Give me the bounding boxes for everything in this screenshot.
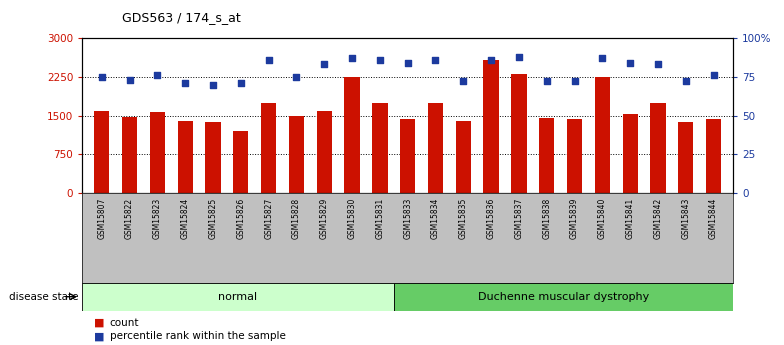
Text: GSM15826: GSM15826 [236,198,245,239]
Point [151,72,164,78]
Bar [394,283,733,310]
Text: GSM15829: GSM15829 [320,198,328,239]
Text: ■: ■ [94,332,104,341]
Bar [94,111,110,193]
Bar [150,112,165,193]
Point [401,60,414,66]
Text: GSM15835: GSM15835 [459,198,468,239]
Point [234,80,247,86]
Text: GSM15807: GSM15807 [97,198,107,239]
Bar [177,121,193,193]
Text: GSM15828: GSM15828 [292,198,301,239]
Text: GDS563 / 174_s_at: GDS563 / 174_s_at [122,11,240,24]
Text: GSM15844: GSM15844 [709,198,718,239]
Bar [567,119,583,193]
Point [429,57,441,62]
Bar [122,117,137,193]
Text: GSM15822: GSM15822 [125,198,134,239]
Point [123,77,136,82]
Bar [484,60,499,193]
Text: Duchenne muscular dystrophy: Duchenne muscular dystrophy [477,292,649,302]
Bar [82,283,394,310]
Text: percentile rank within the sample: percentile rank within the sample [110,332,285,341]
Point [374,57,387,62]
Point [346,55,358,61]
Text: GSM15831: GSM15831 [376,198,384,239]
Text: ■: ■ [94,318,104,327]
Point [485,57,497,62]
Bar [205,122,220,193]
Bar [317,111,332,193]
Point [318,61,331,67]
Point [596,55,608,61]
Bar [372,102,387,193]
Bar [400,119,416,193]
Bar [678,122,693,193]
Point [290,74,303,79]
Text: GSM15833: GSM15833 [403,198,412,239]
Bar [233,131,249,193]
Point [624,60,637,66]
Text: disease state: disease state [9,292,78,302]
Point [540,79,553,84]
Point [457,79,470,84]
Point [96,74,108,79]
Point [652,61,664,67]
Bar [706,119,721,193]
Point [179,80,191,86]
Bar [650,102,666,193]
Bar [511,74,527,193]
Text: GSM15838: GSM15838 [543,198,551,239]
Point [568,79,581,84]
Point [207,82,220,87]
Bar [622,114,638,193]
Text: GSM15823: GSM15823 [153,198,162,239]
Point [513,54,525,59]
Text: GSM15840: GSM15840 [598,198,607,239]
Bar [539,118,554,193]
Point [707,72,720,78]
Bar [261,102,276,193]
Text: GSM15825: GSM15825 [209,198,217,239]
Text: GSM15836: GSM15836 [487,198,495,239]
Bar [344,77,360,193]
Text: GSM15824: GSM15824 [180,198,190,239]
Text: GSM15827: GSM15827 [264,198,273,239]
Text: GSM15834: GSM15834 [431,198,440,239]
Text: GSM15842: GSM15842 [653,198,662,239]
Bar [595,77,610,193]
Text: GSM15843: GSM15843 [681,198,690,239]
Bar [289,116,304,193]
Text: GSM15837: GSM15837 [514,198,524,239]
Bar [456,121,471,193]
Text: GSM15839: GSM15839 [570,198,579,239]
Point [263,57,275,62]
Bar [428,102,443,193]
Text: count: count [110,318,140,327]
Text: GSM15841: GSM15841 [626,198,635,239]
Text: GSM15830: GSM15830 [347,198,357,239]
Text: normal: normal [219,292,257,302]
Point [680,79,692,84]
